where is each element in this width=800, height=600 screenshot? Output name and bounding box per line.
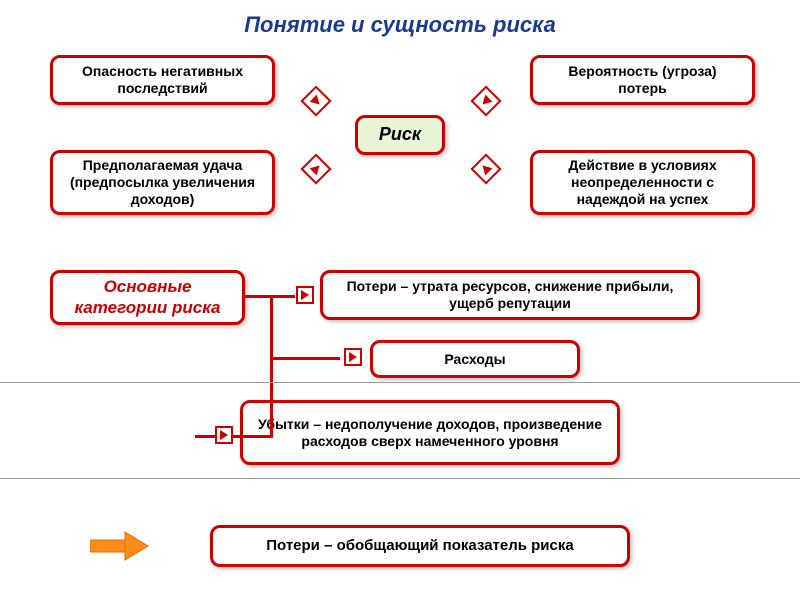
box-conclusion: Потери – обобщающий показатель риска [210, 525, 630, 567]
box-cat-losses: Потери – утрата ресурсов, снижение прибы… [320, 270, 700, 320]
box-categories-label: Основные категории риска [50, 270, 245, 325]
connector-h2 [270, 357, 340, 360]
arrow-cat2-icon [344, 348, 362, 366]
connector-h3 [195, 435, 273, 438]
orange-arrow-icon [90, 530, 150, 567]
connector-h1 [245, 295, 295, 298]
arrow-br-icon [470, 153, 501, 184]
divider-2 [0, 478, 800, 479]
box-uncertainty: Действие в условиях неопределенности с н… [530, 150, 755, 215]
divider-1 [0, 382, 800, 383]
box-danger: Опасность негативных последствий [50, 55, 275, 105]
arrow-cat3-icon [215, 426, 233, 444]
box-cat-damages: Убытки – недополучение доходов, произвед… [240, 400, 620, 465]
box-luck: Предполагаемая удача (предпосылка увелич… [50, 150, 275, 215]
arrow-bl-icon [300, 153, 331, 184]
box-probability: Вероятность (угроза) потерь [530, 55, 755, 105]
arrow-tr-icon [470, 85, 501, 116]
arrow-cat1-icon [296, 286, 314, 304]
box-cat-expenses: Расходы [370, 340, 580, 378]
box-risk-center: Риск [355, 115, 445, 155]
page-title: Понятие и сущность риска [0, 0, 800, 38]
connector-vline [270, 297, 273, 437]
arrow-tl-icon [300, 85, 331, 116]
